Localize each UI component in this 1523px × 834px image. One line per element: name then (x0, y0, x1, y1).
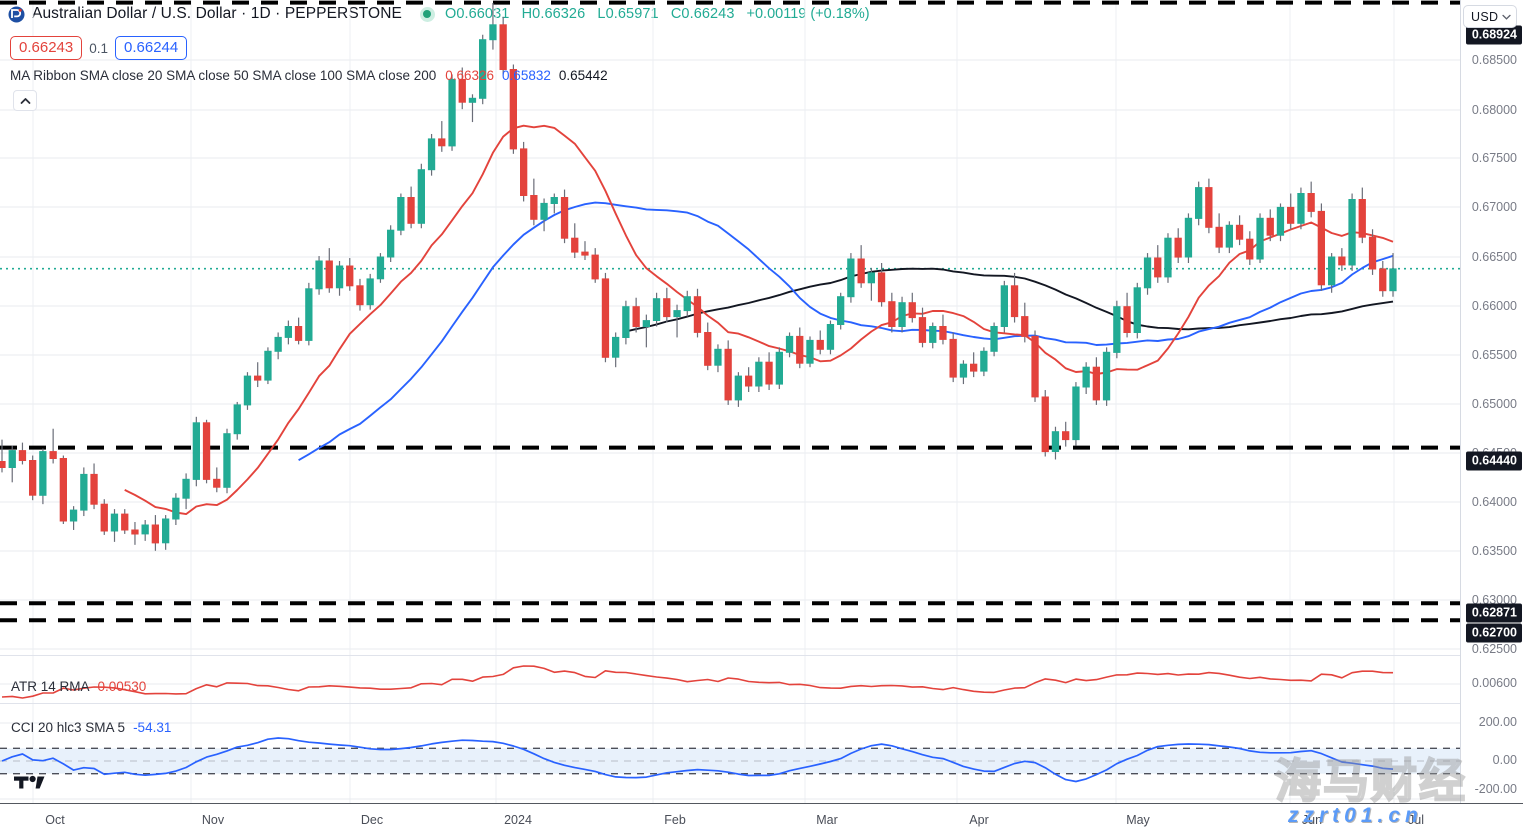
pepperstone-logo-icon (8, 6, 25, 23)
time-axis-tick: Jul (1408, 813, 1424, 827)
time-axis-tick: Apr (969, 813, 989, 827)
atr-label-text: ATR 14 RMA (11, 679, 90, 694)
candlestick-chart[interactable] (0, 0, 1460, 655)
price-axis[interactable]: 0.68500 0.68000 0.67500 0.67000 0.66500 0.660… (1460, 0, 1523, 803)
atr-pane[interactable] (0, 655, 1460, 703)
ask-price-box[interactable]: 0.66244 (115, 36, 188, 61)
ohlc-values: O0.66031 H0.66326 L0.65971 C0.66243 (445, 6, 743, 22)
cci-legend[interactable]: CCI 20 hlc3 SMA 5 -54.31 (11, 720, 171, 735)
spread-value: 0.1 (89, 40, 109, 56)
price-axis-marker: 0.62871 (1465, 603, 1522, 623)
price-pane[interactable] (0, 0, 1460, 655)
time-axis-tick: Jun (1301, 813, 1323, 827)
price-axis-marker: 0.68924 (1465, 25, 1522, 45)
price-axis-tick: 0.66000 (1471, 299, 1517, 313)
time-axis-tick: Feb (664, 813, 686, 827)
price-axis-tick: 0.66500 (1471, 250, 1517, 264)
price-axis-tick: 0.68500 (1471, 53, 1517, 67)
ma-ribbon-sma50-value: 0.65832 (502, 68, 551, 83)
price-axis-tick: 0.62500 (1471, 642, 1517, 656)
price-axis-tick: 0.64000 (1471, 495, 1517, 509)
cci-pane[interactable] (0, 703, 1460, 803)
cci-axis-tick: 0.00 (1492, 753, 1517, 767)
ohlc-low: L0.65971 (597, 6, 659, 22)
ma-ribbon-label: MA Ribbon SMA close 20 SMA close 50 SMA … (10, 68, 437, 83)
price-axis-tick: 0.67000 (1471, 200, 1517, 214)
quote-row: 0.66243 0.1 0.66244 (10, 36, 188, 61)
price-axis-marker: 0.62700 (1465, 623, 1522, 643)
chevron-down-icon (1502, 14, 1511, 20)
atr-axis-tick: 0.00600 (1471, 676, 1517, 690)
cci-value: -54.31 (133, 720, 172, 735)
chevron-up-icon (20, 97, 31, 105)
atr-legend[interactable]: ATR 14 RMA 0.00530 (11, 679, 146, 694)
cci-label-text: CCI 20 hlc3 SMA 5 (11, 720, 126, 735)
symbol-title[interactable]: Australian Dollar / U.S. Dollar · 1D · P… (32, 5, 402, 22)
atr-value: 0.00530 (97, 679, 147, 694)
live-dot-icon (419, 6, 435, 22)
cci-axis-tick: 200.00 (1478, 715, 1517, 729)
price-axis-tick: 0.65500 (1471, 348, 1517, 362)
price-axis-tick: 0.67500 (1471, 151, 1517, 165)
bid-price-box[interactable]: 0.66243 (10, 36, 83, 61)
price-axis-tick: 0.63500 (1471, 544, 1517, 558)
price-axis-tick: 0.68000 (1471, 103, 1517, 117)
chart-header: Australian Dollar / U.S. Dollar · 1D · P… (0, 0, 1460, 28)
currency-selector[interactable]: USD (1463, 5, 1517, 28)
ohlc-high: H0.66326 (521, 6, 586, 22)
time-axis-tick: Mar (816, 813, 838, 827)
atr-indicator-chart (0, 656, 1460, 703)
ma-ribbon-legend[interactable]: MA Ribbon SMA close 20 SMA close 50 SMA … (10, 68, 608, 83)
price-axis-marker: 0.64440 (1465, 451, 1522, 471)
price-change: +0.00119 (+0.18%) (746, 6, 870, 22)
price-axis-tick: 0.65000 (1471, 397, 1517, 411)
time-axis-tick: May (1126, 813, 1150, 827)
collapse-legend-button[interactable] (13, 90, 37, 111)
time-axis-tick: Oct (45, 813, 65, 827)
time-axis-tick: Dec (360, 813, 384, 827)
time-axis-tick: 2024 (504, 813, 532, 827)
cci-indicator-chart (0, 704, 1460, 803)
time-axis-tick: Nov (201, 813, 225, 827)
cci-axis-tick: -200.00 (1474, 782, 1517, 796)
ma-ribbon-sma20-value: 0.66326 (445, 68, 495, 83)
ohlc-close: C0.66243 (670, 6, 735, 22)
ma-ribbon-sma200-value: 0.65442 (558, 68, 608, 83)
currency-label: USD (1471, 9, 1499, 24)
time-axis[interactable]: Oct Nov Dec 2024 Feb Mar Apr May Jun Jul (0, 803, 1523, 834)
tradingview-logo-icon[interactable] (14, 770, 48, 790)
